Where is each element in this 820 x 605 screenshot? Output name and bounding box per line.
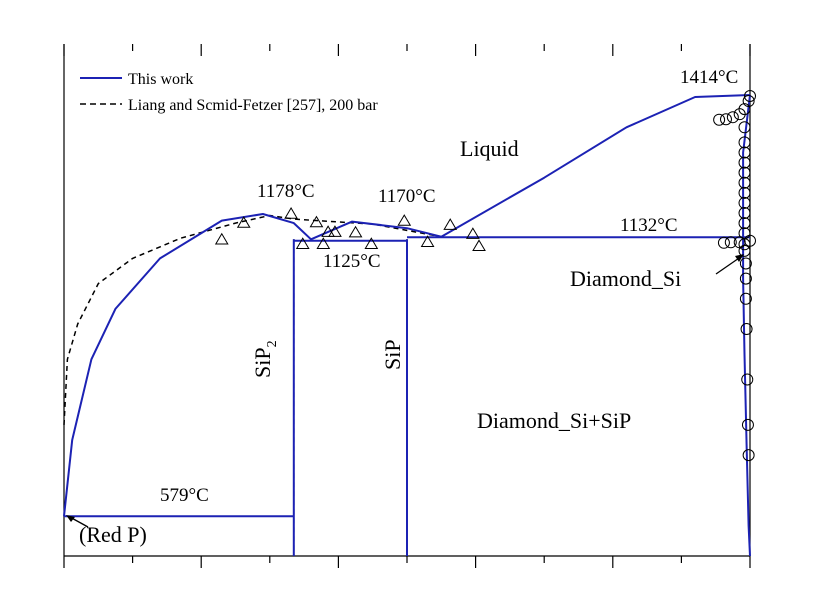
triangle-marker-5 — [316, 237, 331, 249]
annotation-arrows — [66, 254, 744, 528]
solid-segment-0 — [63, 94, 751, 517]
triangle-marker-7 — [328, 225, 342, 237]
axis-ticks — [63, 44, 751, 568]
region-label-diamond-si: Diamond_Si — [570, 266, 681, 291]
circle-marker-29 — [742, 449, 755, 462]
series-this-work — [63, 94, 751, 557]
circle-marker-27 — [741, 373, 754, 386]
arrowhead-red-p — [66, 515, 75, 522]
triangle-marker-3 — [295, 237, 310, 249]
circle-marker-30 — [744, 234, 756, 247]
phase-label-sip2-subscript: 2 — [265, 340, 280, 347]
circle-marker-5 — [742, 95, 755, 108]
circle-marker-8 — [724, 236, 737, 249]
circle-marker-26 — [740, 323, 753, 336]
triangle-marker-11 — [420, 235, 435, 247]
circle-marker-16 — [738, 186, 751, 199]
circle-marker-19 — [738, 217, 751, 230]
temperature-label-1132: 1132°C — [620, 215, 678, 236]
dashed-segment-0 — [63, 214, 442, 425]
arrowhead-diamond-si — [735, 254, 744, 262]
phase-label-sip2: SiP2 — [250, 340, 280, 378]
circle-marker-13 — [738, 156, 751, 169]
circle-marker-9 — [717, 236, 730, 249]
experimental-markers — [214, 90, 756, 462]
circle-marker-12 — [738, 146, 751, 159]
triangle-marker-6 — [321, 225, 335, 237]
temperature-label-1178: 1178°C — [257, 181, 315, 202]
circle-marker-25 — [739, 292, 752, 305]
annotations: 1414°C Liquid 1178°C 1170°C 1132°C 1125°… — [79, 67, 738, 547]
circle-marker-22 — [738, 244, 751, 257]
temperature-label-1170: 1170°C — [378, 186, 436, 207]
temperature-label-579: 579°C — [160, 485, 209, 506]
phase-label-red-p: (Red P) — [79, 522, 147, 547]
circle-marker-14 — [738, 166, 751, 179]
phase-label-sip2-main: SiP — [250, 347, 275, 378]
phase-label-sip: SiP — [380, 339, 405, 370]
triangle-marker-8 — [348, 225, 363, 238]
circle-marker-24 — [739, 272, 752, 285]
circle-marker-28 — [741, 418, 754, 431]
triangle-marker-10 — [397, 214, 412, 226]
legend-label-this-work: This work — [128, 71, 193, 88]
circle-marker-0 — [713, 113, 726, 126]
triangle-marker-14 — [472, 239, 486, 252]
region-label-diamond-si-sip: Diamond_Si+SiP — [477, 408, 631, 433]
triangle-marker-13 — [465, 227, 480, 239]
temperature-label-1414: 1414°C — [680, 67, 738, 88]
circle-marker-23 — [739, 257, 752, 270]
legend-label-liang: Liang and Scmid-Fetzer [257], 200 bar — [128, 97, 378, 114]
circle-marker-17 — [738, 196, 751, 209]
circle-marker-18 — [738, 207, 751, 220]
series-liang-scmid-fetzer — [63, 214, 442, 556]
temperature-label-1125: 1125°C — [323, 251, 381, 272]
triangle-marker-1 — [236, 216, 251, 228]
circle-marker-4 — [738, 103, 751, 116]
triangle-marker-0 — [214, 232, 229, 245]
circle-marker-11 — [738, 136, 751, 149]
circle-marker-10 — [738, 121, 751, 134]
circle-marker-2 — [726, 111, 739, 124]
region-label-liquid: Liquid — [460, 136, 519, 161]
triangle-marker-12 — [443, 218, 458, 230]
triangle-marker-9 — [364, 237, 379, 249]
legend: This work Liang and Scmid-Fetzer [257], … — [80, 71, 378, 114]
circle-marker-15 — [738, 176, 751, 189]
solid-segment-6 — [742, 94, 751, 557]
triangle-marker-2 — [284, 207, 298, 219]
circle-marker-6 — [744, 90, 756, 103]
triangle-marker-4 — [309, 215, 324, 228]
circle-marker-1 — [719, 113, 732, 126]
